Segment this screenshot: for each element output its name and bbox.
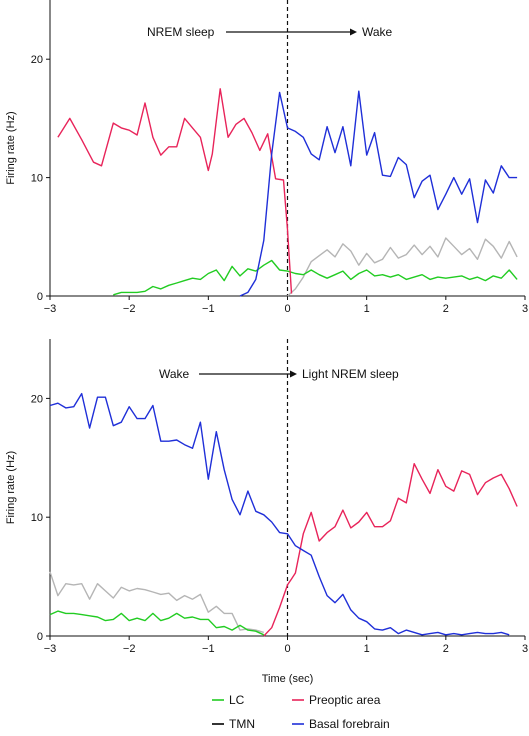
x-tick-label: −1 bbox=[202, 643, 215, 655]
series-line-basal-forebrain bbox=[239, 90, 518, 297]
x-tick-label: 0 bbox=[284, 643, 290, 655]
legend-label-basal-forebrain: Basal forebrain bbox=[309, 717, 390, 731]
legend-label-lc: LC bbox=[229, 693, 245, 707]
panel-wake-to-light-nrem: −3 −2 −1 0 1 2 3 0 10 20 Firing rate (Hz) Time (sec… bbox=[5, 339, 528, 685]
x-tick-label: 1 bbox=[364, 643, 370, 655]
y-axis-label: Firing rate (Hz) bbox=[5, 111, 17, 184]
y-tick-label: 20 bbox=[31, 54, 43, 66]
series-line-preoptic-area bbox=[263, 463, 518, 637]
x-tick-label: −3 bbox=[44, 303, 57, 315]
legend-label-tmn: TMN bbox=[229, 717, 255, 731]
y-tick-label: 10 bbox=[31, 173, 43, 185]
y-axis-label: Firing rate (Hz) bbox=[5, 451, 17, 524]
x-tick-label: −2 bbox=[123, 303, 136, 315]
x-tick-label: 2 bbox=[443, 303, 449, 315]
annotation-to-state: Light NREM sleep bbox=[302, 367, 399, 381]
x-tick-label: 0 bbox=[284, 303, 290, 315]
x-tick-label: −1 bbox=[202, 303, 215, 315]
annotation-from-state: Wake bbox=[159, 367, 190, 381]
legend-label-preoptic-area: Preoptic area bbox=[309, 693, 381, 707]
x-axis-label: Time (sec) bbox=[262, 673, 314, 685]
x-tick-label: 3 bbox=[522, 303, 528, 315]
series-line-preoptic-area bbox=[57, 88, 293, 294]
x-tick-label: −2 bbox=[123, 643, 136, 655]
annotation-to-state: Wake bbox=[362, 25, 393, 39]
x-tick-label: −3 bbox=[44, 643, 57, 655]
annotation-from-state: NREM sleep bbox=[147, 25, 215, 39]
x-tick-label: 2 bbox=[443, 643, 449, 655]
series-line-unlabeled-gray bbox=[287, 237, 518, 297]
series-line-basal-forebrain bbox=[49, 392, 510, 636]
series-line-unlabeled-gray bbox=[49, 571, 264, 634]
x-tick-label: 3 bbox=[522, 643, 528, 655]
series-line-lc bbox=[49, 610, 265, 636]
y-tick-label: 20 bbox=[31, 393, 43, 405]
y-tick-label: 0 bbox=[37, 631, 43, 643]
transition-arrow-head bbox=[350, 28, 357, 36]
y-tick-label: 0 bbox=[37, 291, 43, 303]
x-tick-label: 1 bbox=[364, 303, 370, 315]
y-tick-label: 10 bbox=[31, 512, 43, 524]
panel-nrem-to-wake: −3 −2 −1 0 1 2 3 0 10 20 Firing rate (Hz) NREM slee… bbox=[5, 0, 528, 315]
series-line-lc bbox=[113, 259, 518, 296]
legend: LC Preoptic area TMN Basal forebrain bbox=[212, 693, 390, 731]
transition-arrow-head bbox=[290, 370, 297, 378]
